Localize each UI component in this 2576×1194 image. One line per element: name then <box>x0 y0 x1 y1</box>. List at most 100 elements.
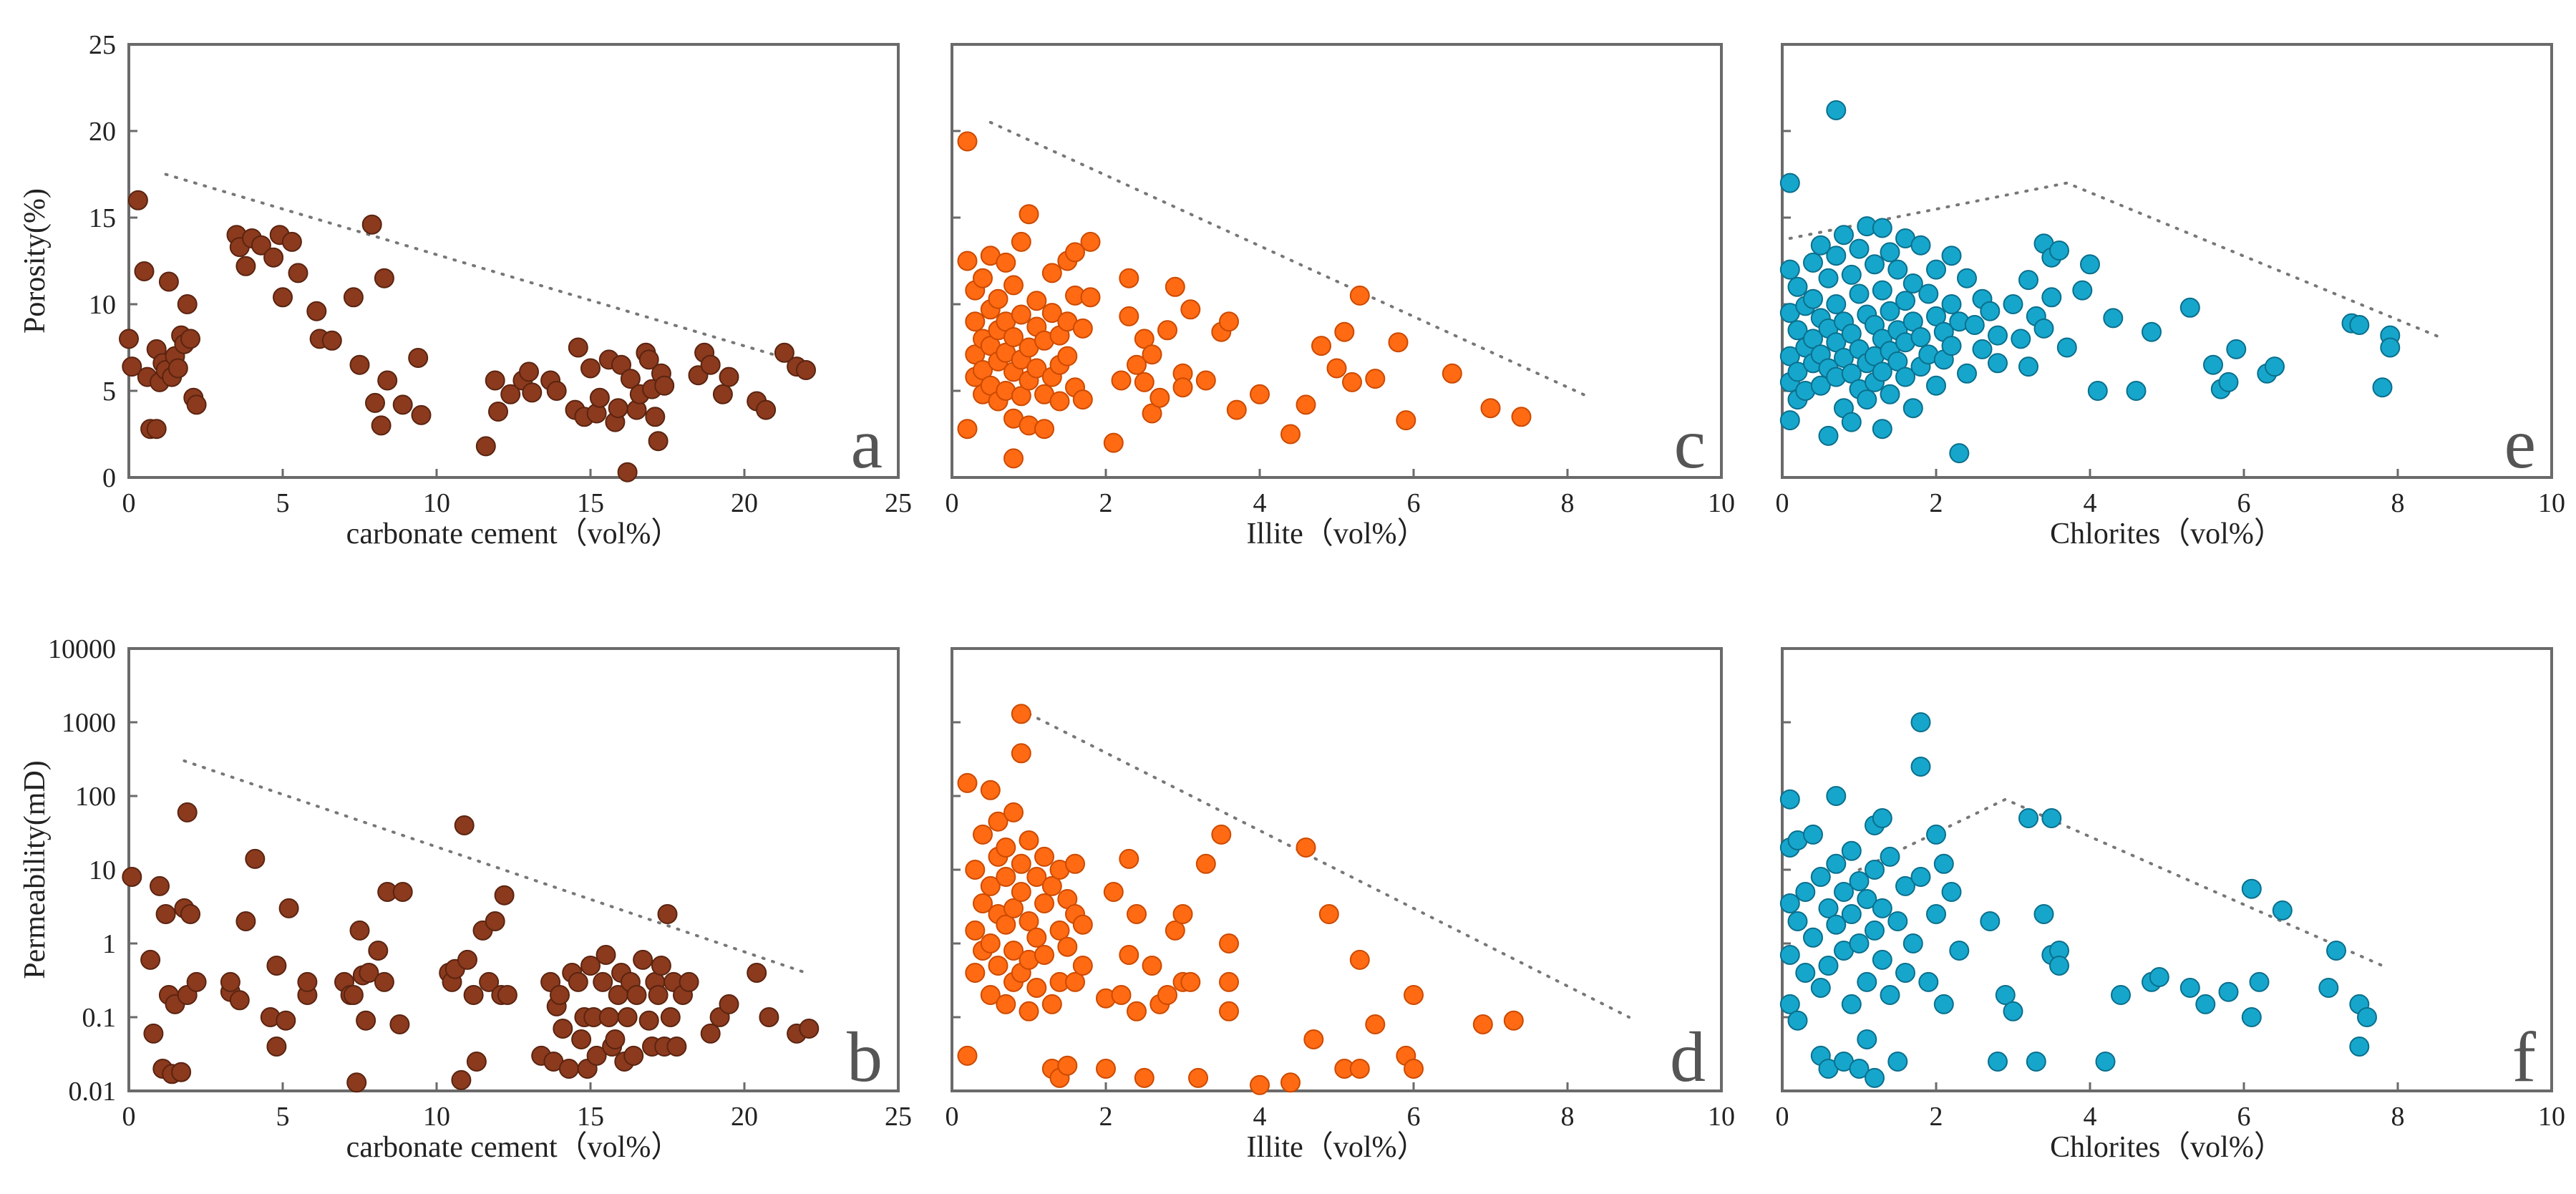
data-point <box>1980 911 2001 931</box>
data-point <box>1941 294 1962 314</box>
panel-c: 0 2 4 6 8 10 Illite（vol%） c <box>946 43 1735 550</box>
data-point <box>988 288 1008 309</box>
data-point <box>1326 358 1347 379</box>
data-point <box>1964 315 1985 335</box>
data-point <box>1988 1052 2008 1072</box>
data-point <box>1933 994 1954 1014</box>
data-point <box>150 875 170 896</box>
data-point <box>1127 904 1147 924</box>
data-point <box>1096 1059 1116 1079</box>
data-point <box>1041 875 1062 896</box>
x-tick-label: 2 <box>1930 488 1943 518</box>
data-point <box>580 956 601 976</box>
data-point <box>700 1023 721 1044</box>
data-point <box>1841 412 1862 432</box>
data-point <box>1072 389 1093 410</box>
data-point <box>1910 757 1931 777</box>
data-point <box>2142 321 2162 342</box>
panel-b: 0 5 10 15 20 25 0.01 0.1 1 10 100 1000 10000 carbonat… <box>19 634 912 1164</box>
data-point <box>2018 270 2038 291</box>
data-point <box>1933 853 1954 874</box>
data-point <box>1826 246 1847 266</box>
data-point <box>1065 242 1085 263</box>
data-point <box>611 354 631 375</box>
data-point <box>973 893 993 913</box>
data-point <box>122 356 142 377</box>
data-point <box>361 214 382 235</box>
data-point <box>1172 904 1193 924</box>
data-point <box>155 904 176 924</box>
data-point <box>1057 1055 1078 1076</box>
data-point <box>988 811 1008 832</box>
x-tick-label: 6 <box>2237 488 2251 518</box>
data-point <box>1841 840 1862 861</box>
y-tick-label: 10 <box>89 290 116 320</box>
data-point <box>1180 971 1201 992</box>
data-point <box>1872 361 1892 382</box>
data-point <box>1041 303 1062 324</box>
data-point <box>1011 853 1031 874</box>
data-point <box>1127 354 1147 375</box>
data-point <box>1349 285 1370 306</box>
panel-letter: c <box>1674 404 1706 483</box>
data-point <box>1857 971 1877 992</box>
data-point <box>1003 448 1024 469</box>
data-point <box>1072 956 1093 976</box>
data-point <box>1511 407 1532 427</box>
data-point <box>1857 1029 1877 1049</box>
data-point <box>1219 933 1239 953</box>
panel-letter: b <box>847 1017 883 1097</box>
data-point <box>1165 920 1185 941</box>
data-point <box>965 920 986 941</box>
data-point <box>1926 259 1946 280</box>
data-point <box>1472 1014 1493 1034</box>
data-point <box>1865 860 1885 880</box>
data-point <box>146 419 167 440</box>
data-point <box>1296 394 1316 415</box>
data-point <box>1303 1029 1324 1049</box>
data-point <box>1865 920 1885 941</box>
data-point <box>1818 425 1839 446</box>
x-tick-label: 20 <box>731 488 758 518</box>
data-point <box>1818 956 1839 976</box>
data-point <box>1880 301 1900 321</box>
data-point <box>306 301 327 321</box>
data-point <box>2318 978 2339 998</box>
data-point <box>1810 375 1831 396</box>
data-point <box>177 802 198 822</box>
data-point <box>356 1010 376 1031</box>
data-point <box>996 994 1016 1014</box>
data-point <box>2179 978 2200 998</box>
data-point <box>451 1069 472 1090</box>
data-point <box>1103 882 1124 902</box>
data-point <box>660 1007 681 1027</box>
data-point <box>2349 315 2370 335</box>
data-point <box>1849 283 1870 304</box>
data-point <box>759 1007 779 1027</box>
y-tick-label: 10000 <box>48 634 116 664</box>
data-point <box>1157 985 1177 1005</box>
data-point <box>1957 363 1977 384</box>
data-point <box>965 963 986 983</box>
data-point <box>488 402 508 422</box>
x-tick-label: 2 <box>1099 1102 1113 1132</box>
data-point <box>2018 356 2038 377</box>
data-point <box>980 875 1001 896</box>
data-point <box>365 392 385 413</box>
data-point <box>2349 1037 2370 1057</box>
data-point <box>973 824 993 845</box>
data-point <box>1895 963 1915 983</box>
data-point <box>220 971 240 992</box>
data-point <box>2203 354 2223 375</box>
data-point <box>278 898 299 918</box>
data-point <box>1887 259 1908 280</box>
data-point <box>712 384 733 404</box>
data-point <box>719 994 739 1014</box>
data-point <box>1049 920 1070 941</box>
data-point <box>171 1062 192 1082</box>
data-point <box>408 348 429 368</box>
data-point <box>1972 339 1993 359</box>
data-point <box>1250 384 1270 404</box>
panel-letter: d <box>1670 1017 1706 1097</box>
